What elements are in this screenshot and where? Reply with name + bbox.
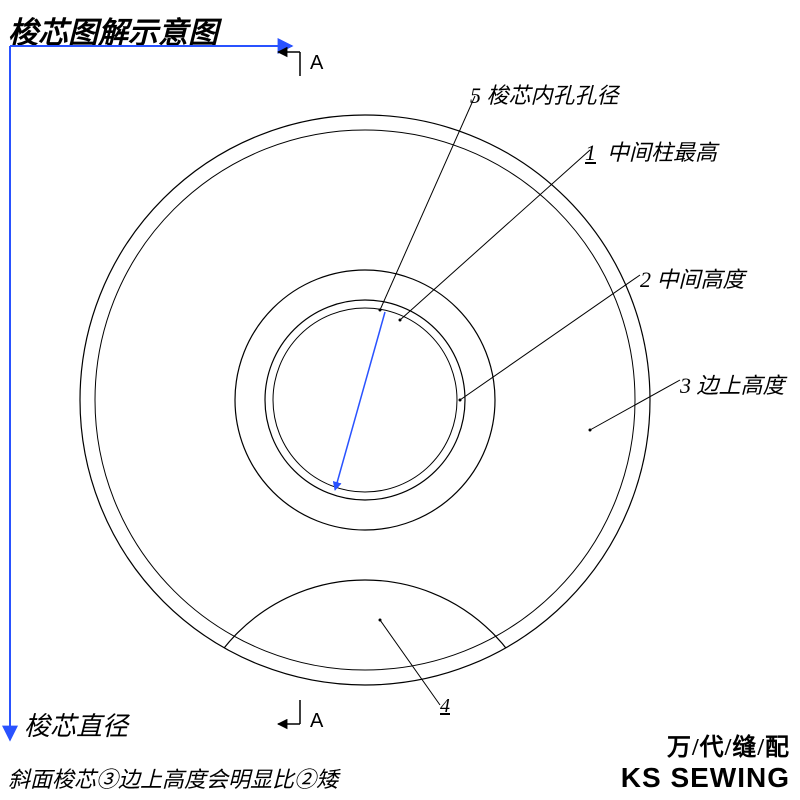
callout-4-num: 4 bbox=[440, 695, 450, 717]
callout-1-num: 1 bbox=[585, 140, 596, 165]
section-letter-top: A bbox=[310, 52, 323, 75]
footer-note: 斜面梭芯③边上高度会明显比②矮 bbox=[8, 762, 338, 794]
section-letter-bottom: A bbox=[310, 710, 323, 733]
concentric-circles bbox=[80, 115, 650, 685]
section-mark-top bbox=[278, 52, 300, 76]
callout-2: 2 中间高度 bbox=[640, 262, 745, 294]
diagram-canvas bbox=[0, 0, 800, 800]
callout-1: 1 中间柱最高 bbox=[585, 135, 717, 167]
callout-3: 3 边上高度 bbox=[680, 368, 785, 400]
callout-3-text: 边上高度 bbox=[697, 373, 785, 398]
callout-5-text: 梭芯内孔孔径 bbox=[487, 83, 619, 108]
brand-chinese: 万/代/缝/配 bbox=[667, 727, 790, 762]
callout-3-num: 3 bbox=[680, 373, 691, 398]
callout-2-num: 2 bbox=[640, 267, 651, 292]
dimension-label: 梭芯直径 bbox=[24, 706, 128, 743]
callout-2-text: 中间高度 bbox=[657, 267, 745, 292]
brand-english: KS SEWING bbox=[621, 762, 790, 794]
inner-radius-arrow bbox=[335, 312, 385, 490]
callout-5: 5 梭芯内孔孔径 bbox=[470, 78, 619, 110]
callout-4: 4 bbox=[440, 695, 450, 718]
callout-1-text: 中间柱最高 bbox=[607, 140, 717, 165]
callout-5-num: 5 bbox=[470, 83, 481, 108]
section-mark-bottom bbox=[278, 700, 300, 724]
